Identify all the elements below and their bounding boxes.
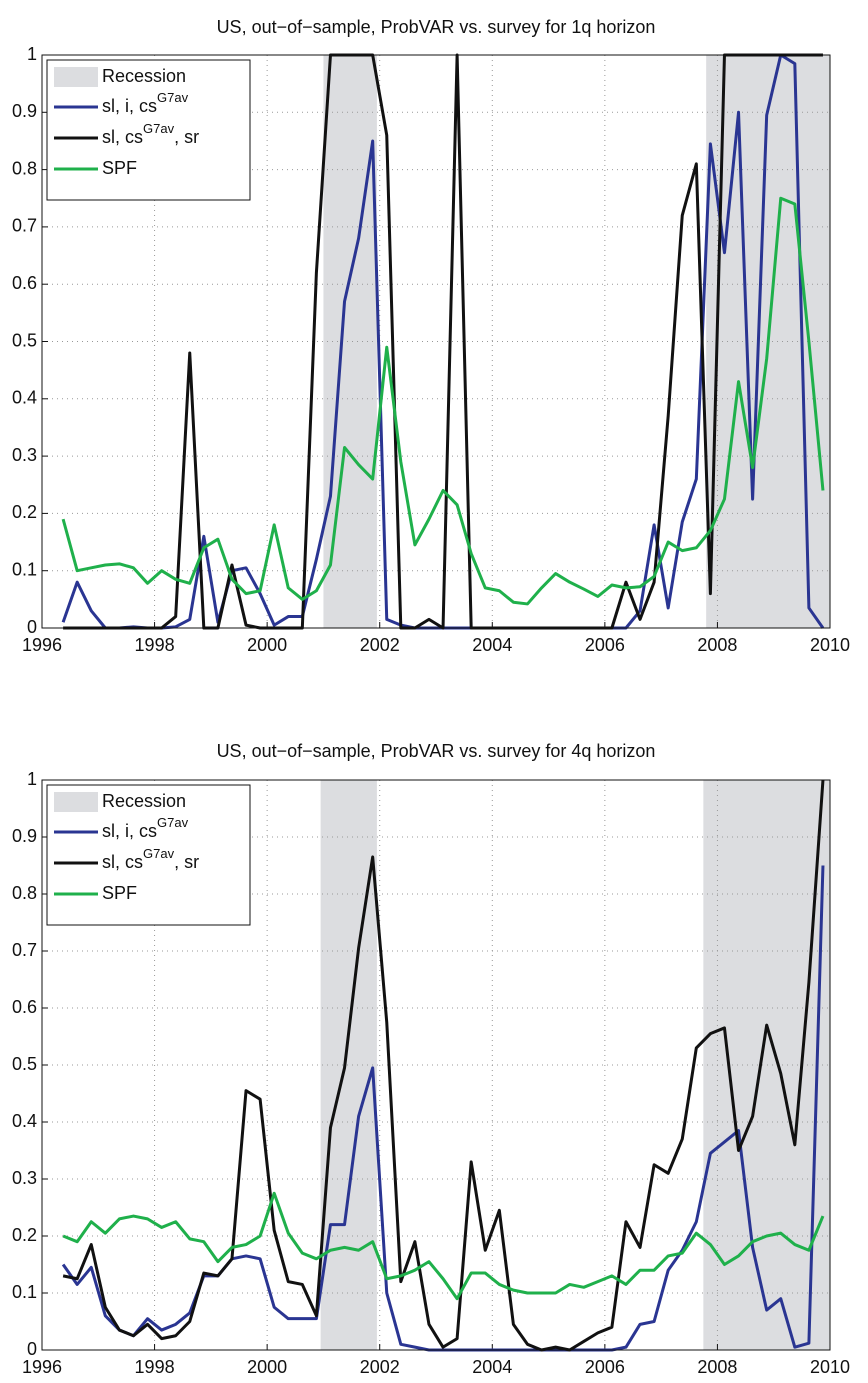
x-tick-label: 2004 [472,1357,512,1377]
y-tick-label: 0.4 [12,1111,37,1131]
y-tick-label: 0 [27,617,37,637]
y-tick-label: 0.2 [12,1225,37,1245]
legend-superscript: G7av [143,121,175,136]
x-tick-label: 2008 [697,635,737,655]
axes-frame [41,54,831,629]
y-tick-label: 0.4 [12,388,37,408]
series-line [61,196,825,606]
legend-superscript: G7av [157,90,189,105]
legend-label: sl, csG7av, sr [102,846,199,871]
y-tick-label: 0.7 [12,216,37,236]
chart-title: US, out−of−sample, ProbVAR vs. survey fo… [217,741,656,761]
recession-band [320,780,377,1350]
x-tick-label: 2000 [247,1357,287,1377]
legend-superscript: G7av [143,846,175,861]
legend-text: sl, i, cs [102,821,157,841]
legend-text: SPF [102,158,137,178]
y-tick-label: 0.3 [12,445,37,465]
y-tick-label: 0.5 [12,330,37,350]
plot: US, out−of−sample, ProbVAR vs. survey fo… [12,741,850,1377]
x-tick-label: 1998 [135,1357,175,1377]
legend-text: sl, cs [102,127,143,147]
x-tick-label: 2006 [585,1357,625,1377]
recession-band [703,780,830,1350]
legend-label: Recession [102,791,186,811]
x-tick-label: 2000 [247,635,287,655]
y-tick-label: 0.6 [12,997,37,1017]
x-tick-label: 1996 [22,635,62,655]
legend-text: , sr [174,852,199,872]
y-tick-label: 0.5 [12,1054,37,1074]
y-tick-label: 0.9 [12,826,37,846]
legend-text: , sr [174,127,199,147]
legend-swatch [54,67,98,87]
y-tick-label: 0.2 [12,502,37,522]
x-tick-label: 2002 [360,635,400,655]
axes-frame [41,779,831,1351]
legend-superscript: G7av [157,815,189,830]
recession-band [323,55,377,628]
legend-text: sl, i, cs [102,96,157,116]
y-tick-label: 0.1 [12,1282,37,1302]
legend-label: sl, i, csG7av [102,815,189,840]
plot: US, out−of−sample, ProbVAR vs. survey fo… [12,17,850,655]
legend-label: SPF [102,883,137,903]
legend-label: sl, i, csG7av [102,90,189,115]
y-tick-label: 0.7 [12,940,37,960]
y-tick-label: 0.6 [12,273,37,293]
y-tick-label: 0.1 [12,559,37,579]
y-tick-label: 1 [27,769,37,789]
legend-swatch [54,792,98,812]
y-tick-label: 0.8 [12,883,37,903]
y-tick-label: 0 [27,1339,37,1359]
series-line [62,1191,825,1301]
x-tick-label: 1996 [22,1357,62,1377]
y-tick-label: 0.3 [12,1168,37,1188]
y-tick-label: 0.9 [12,101,37,121]
x-tick-label: 2010 [810,1357,850,1377]
x-tick-label: 2008 [697,1357,737,1377]
legend-label: Recession [102,66,186,86]
legend-label: sl, csG7av, sr [102,121,199,146]
y-tick-label: 0.8 [12,158,37,178]
legend-text: sl, cs [102,852,143,872]
chart-title: US, out−of−sample, ProbVAR vs. survey fo… [217,17,656,37]
x-tick-label: 1998 [135,635,175,655]
series-line [62,779,825,1352]
legend-label: SPF [102,158,137,178]
x-tick-label: 2010 [810,635,850,655]
x-tick-label: 2004 [472,635,512,655]
x-tick-label: 2006 [585,635,625,655]
y-tick-label: 1 [27,44,37,64]
legend-text: SPF [102,883,137,903]
x-tick-label: 2002 [360,1357,400,1377]
